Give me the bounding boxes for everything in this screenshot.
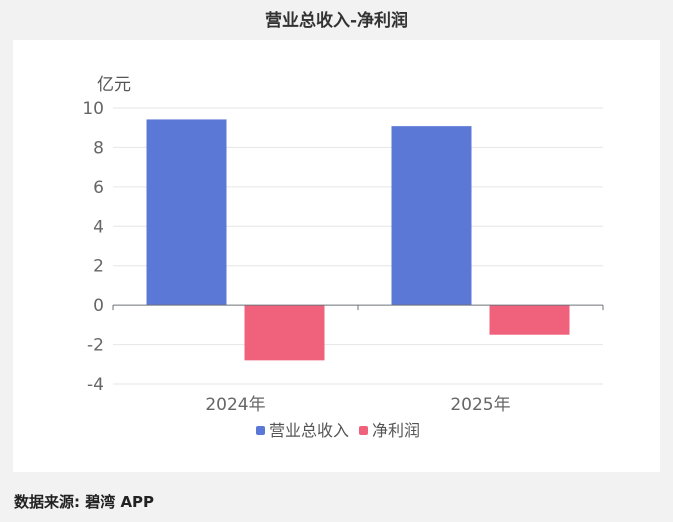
bar-revenue: [391, 126, 472, 306]
x-tick-label: 2024年: [205, 395, 265, 415]
bar-net-profit: [489, 305, 570, 335]
y-tick-label: -4: [87, 375, 104, 395]
chart-card: [13, 40, 660, 472]
y-tick-label: -2: [87, 336, 104, 356]
bar-net-profit: [244, 305, 325, 361]
legend-swatch: [256, 426, 265, 435]
bars: [146, 119, 570, 361]
y-axis-ticks: -4 -2 0 2 4 6 8 10: [82, 99, 104, 395]
y-tick-label: 2: [93, 257, 104, 277]
legend-label: 营业总收入: [269, 421, 349, 440]
bar-revenue: [146, 119, 227, 306]
legend-label: 净利润: [372, 421, 420, 440]
data-source-note: 数据来源: 碧湾 APP: [14, 493, 155, 511]
y-tick-label: 4: [93, 217, 104, 237]
y-tick-label: 6: [93, 178, 104, 198]
x-axis: 2024年 2025年: [112, 304, 604, 415]
x-tick-label: 2025年: [450, 395, 510, 415]
y-axis-unit-label: 亿元: [97, 75, 131, 95]
y-tick-label: 8: [93, 138, 104, 158]
legend-swatch: [359, 426, 368, 435]
y-tick-label: 0: [93, 296, 104, 316]
y-tick-label: 10: [82, 99, 104, 119]
chart-title: 营业总收入-净利润: [264, 11, 409, 31]
legend: 营业总收入 净利润: [256, 421, 420, 440]
